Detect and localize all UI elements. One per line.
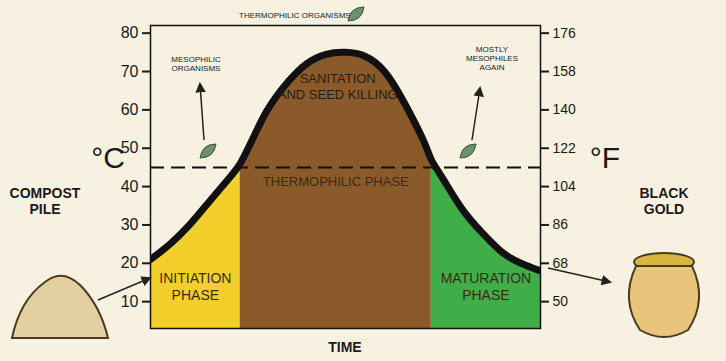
svg-text:SANITATIONAND SEED KILLING: SANITATIONAND SEED KILLING: [278, 71, 398, 102]
svg-text:°C: °C: [91, 141, 125, 174]
svg-text:122: 122: [553, 140, 577, 156]
svg-text:THERMOPHILIC ORGANISMS ←: THERMOPHILIC ORGANISMS ←: [239, 11, 361, 20]
svg-text:MATURATIONPHASE: MATURATIONPHASE: [441, 270, 531, 303]
svg-text:60: 60: [121, 101, 139, 118]
svg-text:50: 50: [553, 293, 569, 309]
svg-text:140: 140: [553, 101, 577, 117]
svg-text:20: 20: [121, 254, 139, 271]
svg-text:86: 86: [553, 216, 569, 232]
svg-text:104: 104: [553, 178, 577, 194]
svg-text:10: 10: [121, 293, 139, 310]
svg-text:80: 80: [121, 24, 139, 41]
svg-text:MOSTLYMESOPHILESAGAIN: MOSTLYMESOPHILESAGAIN: [466, 45, 518, 72]
svg-text:MESOPHILICORGANISMS: MESOPHILICORGANISMS: [171, 55, 221, 73]
svg-text:THERMOPHILIC PHASE: THERMOPHILIC PHASE: [263, 174, 409, 189]
svg-text:BLACKGOLD: BLACKGOLD: [640, 185, 689, 217]
svg-text:TIME: TIME: [328, 339, 361, 355]
svg-text:40: 40: [121, 178, 139, 195]
svg-text:70: 70: [121, 63, 139, 80]
svg-text:INITIATIONPHASE: INITIATIONPHASE: [159, 270, 231, 303]
svg-text:176: 176: [553, 25, 577, 41]
svg-text:°F: °F: [590, 141, 620, 174]
svg-text:30: 30: [121, 216, 139, 233]
svg-text:158: 158: [553, 63, 577, 79]
svg-text:50: 50: [120, 139, 139, 157]
svg-text:COMPOSTPILE: COMPOSTPILE: [10, 185, 81, 217]
svg-text:68: 68: [553, 255, 569, 271]
